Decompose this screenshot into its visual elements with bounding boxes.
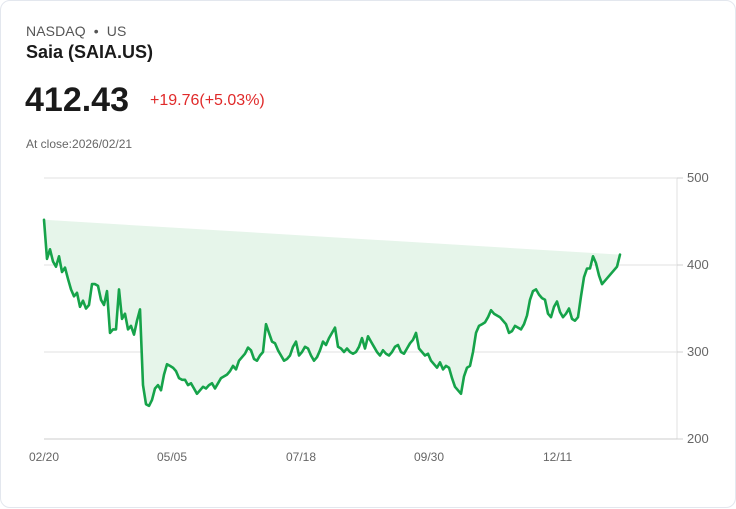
x-tick: 07/18 [286, 450, 316, 464]
area-fill [44, 219, 620, 406]
x-tick: 12/11 [543, 450, 572, 464]
close-date: At close:2026/02/21 [26, 137, 133, 151]
y-tick: 400 [687, 257, 709, 272]
y-tick: 300 [687, 344, 709, 359]
x-tick: 05/05 [157, 450, 187, 464]
x-tick: 09/30 [414, 450, 444, 464]
exchange-line: NASDAQ • US [26, 23, 126, 39]
stock-name: Saia (SAIA.US) [26, 42, 154, 62]
y-tick: 500 [687, 170, 709, 185]
exchange-name: NASDAQ [26, 23, 86, 39]
x-axis-labels: 02/20 05/05 07/18 09/30 12/11 [29, 450, 572, 464]
y-tick: 200 [687, 431, 709, 446]
stock-price: 412.43 [25, 81, 129, 119]
price-change: +19.76(+5.03%) [150, 92, 265, 109]
price-line [42, 218, 622, 408]
x-tick: 02/20 [29, 450, 59, 464]
separator-dot: • [93, 23, 99, 39]
y-axis-labels: 500 400 300 200 [687, 170, 709, 446]
region: US [106, 23, 127, 39]
